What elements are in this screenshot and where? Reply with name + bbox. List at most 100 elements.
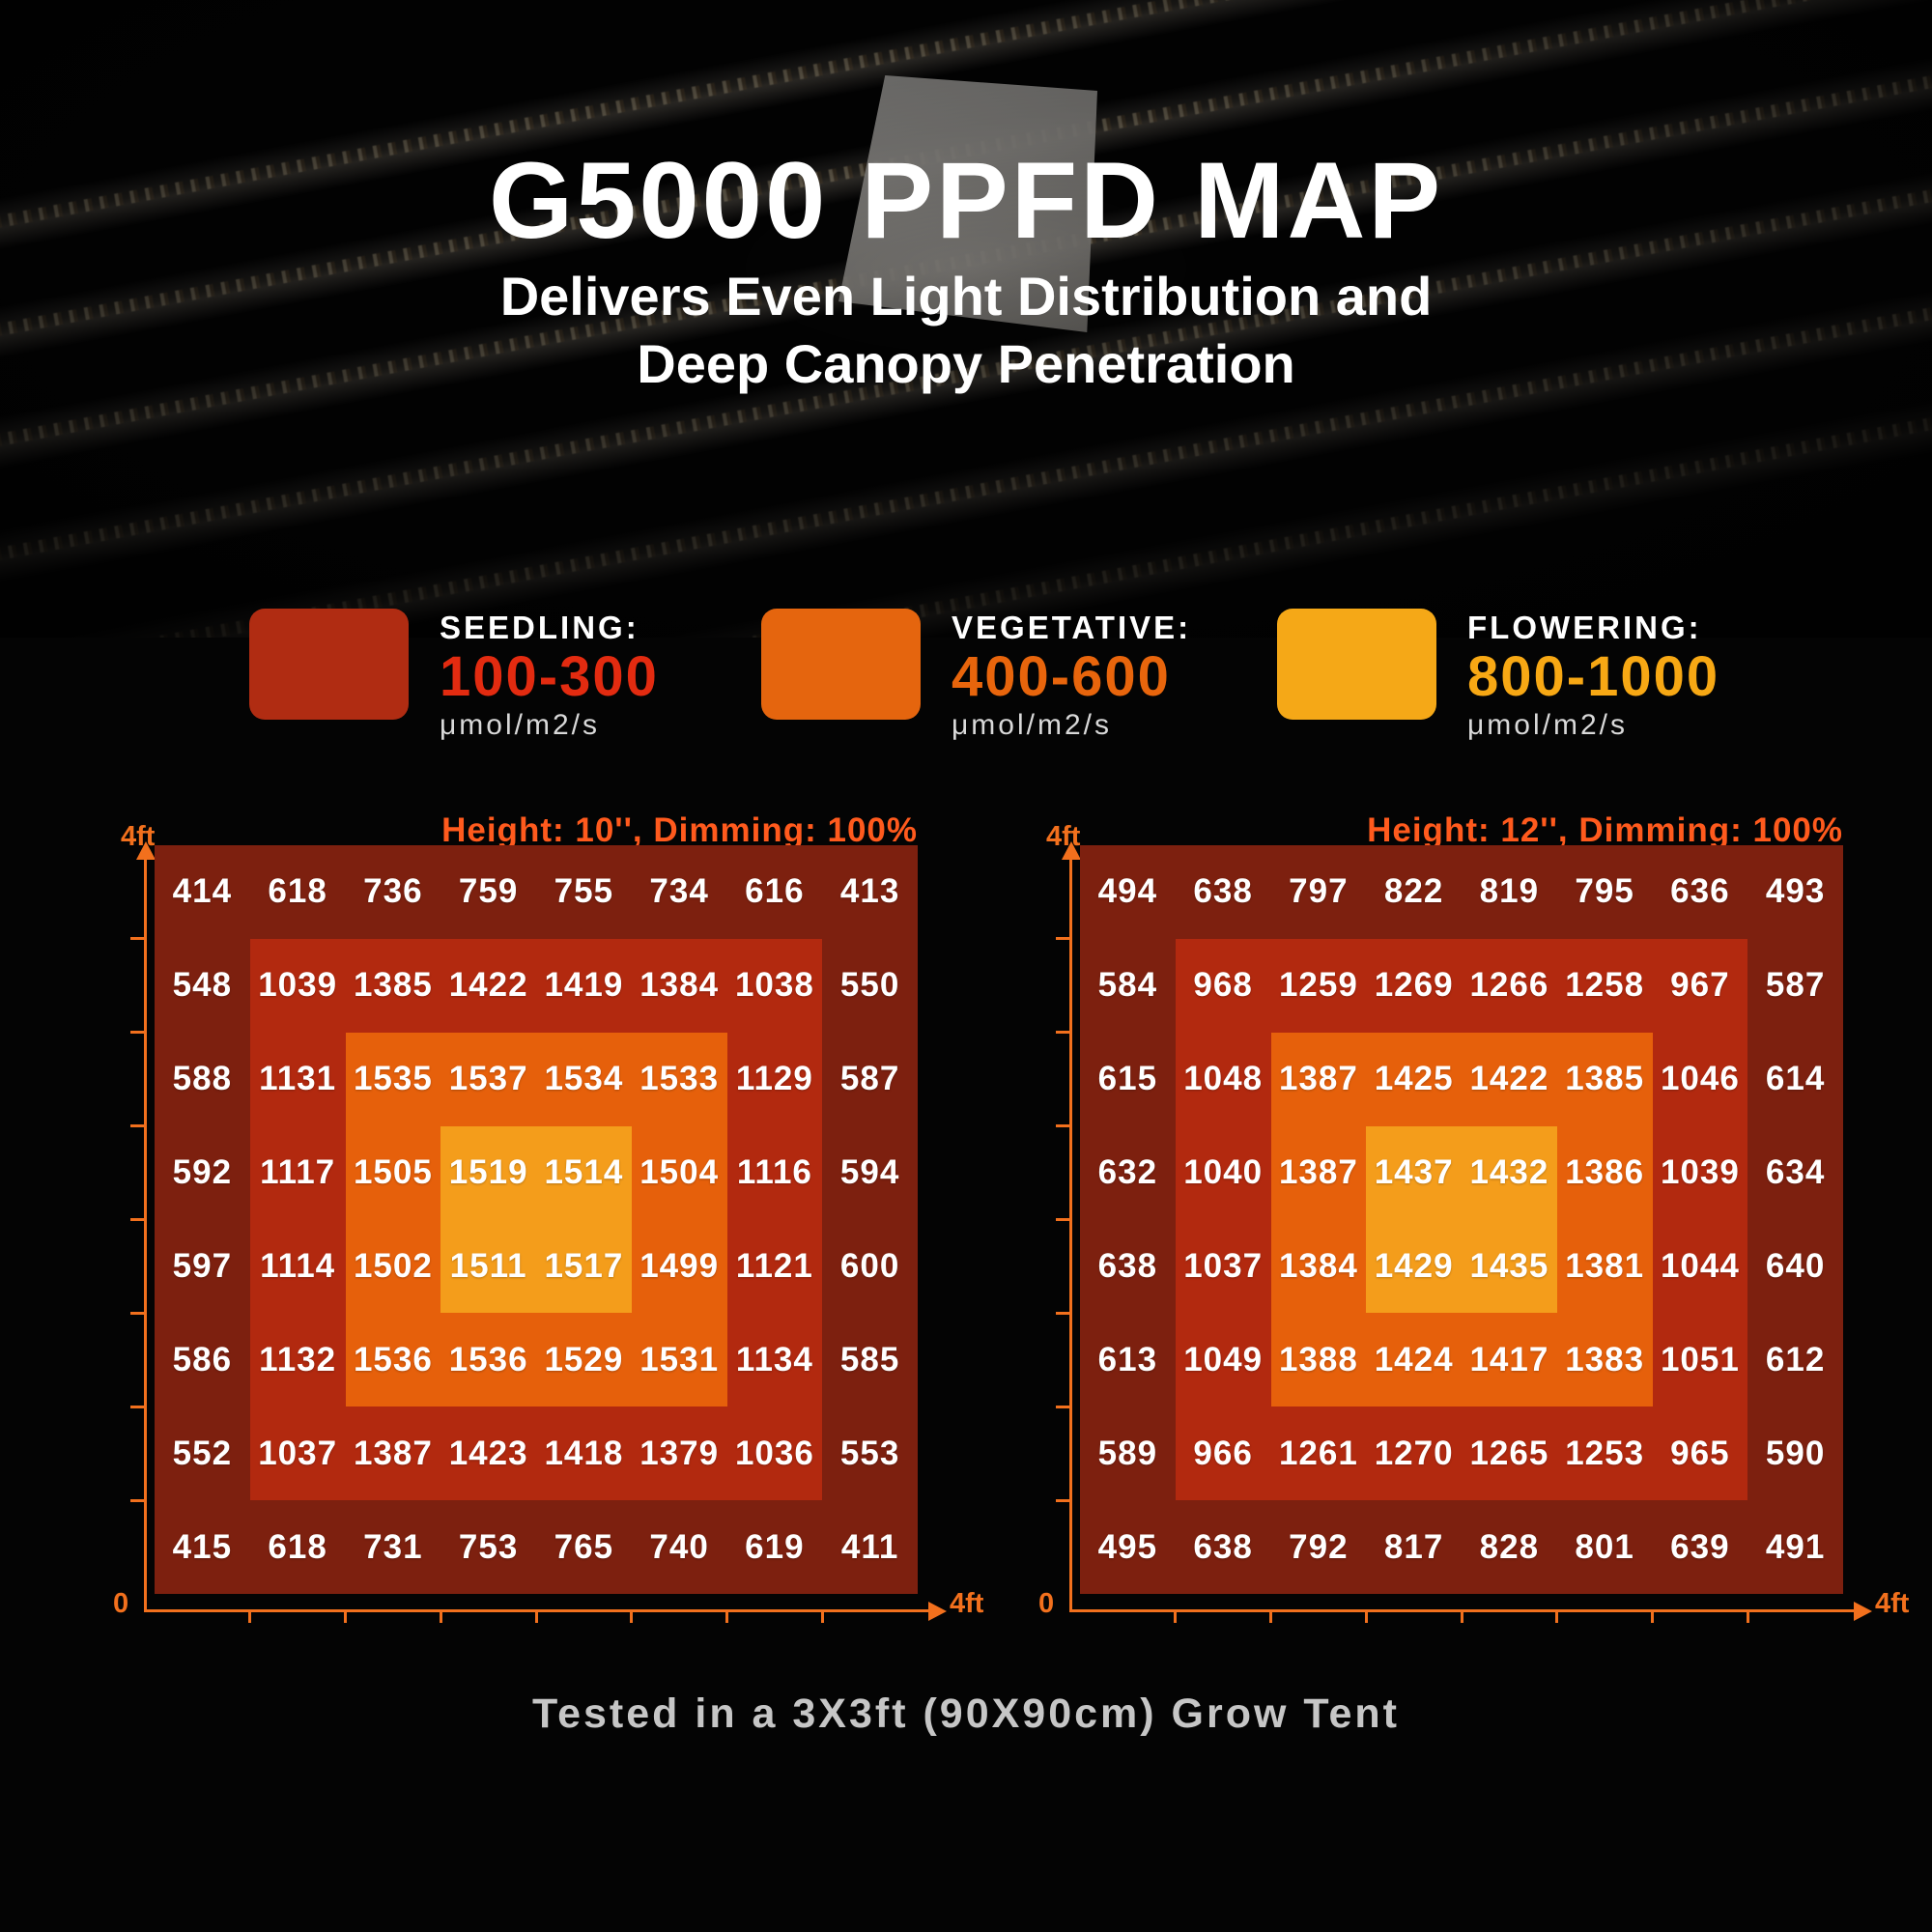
ppfd-cell: 588 bbox=[155, 1032, 250, 1126]
legend-text: VEGETATIVE: 400-600 μmol/m2/s bbox=[952, 609, 1191, 744]
ppfd-cell: 587 bbox=[1747, 938, 1843, 1033]
ppfd-cell: 1517 bbox=[536, 1219, 632, 1314]
ppfd-cell: 589 bbox=[1080, 1406, 1176, 1501]
seedling-color-swatch bbox=[249, 609, 409, 720]
ppfd-cell: 1385 bbox=[1556, 1032, 1653, 1126]
y-axis-arrow-icon bbox=[136, 841, 156, 860]
ppfd-cell: 1529 bbox=[536, 1313, 632, 1407]
ppfd-cell: 1425 bbox=[1366, 1032, 1462, 1126]
ppfd-cell: 638 bbox=[1080, 1219, 1176, 1314]
legend-stage-label: VEGETATIVE: bbox=[952, 610, 1192, 645]
ppfd-cell: 1386 bbox=[1556, 1125, 1653, 1220]
ppfd-cell: 1384 bbox=[1270, 1219, 1367, 1314]
ppfd-cell: 819 bbox=[1462, 845, 1557, 939]
ppfd-cell: 1048 bbox=[1175, 1032, 1271, 1126]
ppfd-cell: 552 bbox=[155, 1406, 250, 1501]
ppfd-cell: 1533 bbox=[631, 1032, 727, 1126]
ppfd-cell: 1040 bbox=[1175, 1125, 1271, 1220]
x-axis-arrow-icon bbox=[1854, 1602, 1872, 1621]
x-axis-tick bbox=[725, 1609, 728, 1623]
x-axis-tick bbox=[1746, 1609, 1749, 1623]
ppfd-cell: 638 bbox=[1175, 1500, 1271, 1594]
x-axis-tick bbox=[1555, 1609, 1559, 1623]
ppfd-cell: 640 bbox=[1747, 1219, 1843, 1314]
ppfd-cell: 600 bbox=[822, 1219, 918, 1314]
ppfd-cell: 493 bbox=[1747, 845, 1843, 939]
x-axis-origin-label: 0 bbox=[1038, 1588, 1055, 1619]
y-axis-line bbox=[144, 860, 147, 1612]
y-axis-tick bbox=[1056, 1124, 1069, 1128]
ppfd-cell: 1129 bbox=[726, 1032, 823, 1126]
ppfd-cell: 1036 bbox=[726, 1406, 823, 1501]
ppfd-cell: 584 bbox=[1080, 938, 1176, 1033]
y-axis-tick bbox=[1056, 1031, 1069, 1035]
y-axis-tick bbox=[130, 1124, 144, 1128]
ppfd-heatmap-grid: 494 638 797 822 819 795 636 493 584 968 1259 1269 12… bbox=[1080, 845, 1843, 1594]
y-axis-tick bbox=[1056, 937, 1069, 941]
ppfd-cell: 1422 bbox=[1462, 1032, 1557, 1126]
ppfd-cell: 1423 bbox=[440, 1406, 536, 1501]
ppfd-cell: 1046 bbox=[1652, 1032, 1748, 1126]
ppfd-cell: 1121 bbox=[726, 1219, 823, 1314]
x-axis-tick bbox=[534, 1609, 538, 1623]
x-axis-tick bbox=[1460, 1609, 1463, 1623]
ppfd-cell: 1379 bbox=[631, 1406, 727, 1501]
ppfd-cell: 1511 bbox=[440, 1219, 536, 1314]
legend-ppfd-range: 100-300 bbox=[440, 645, 659, 708]
x-axis-tick bbox=[1174, 1609, 1178, 1623]
y-axis-tick bbox=[130, 1031, 144, 1035]
ppfd-cell: 1418 bbox=[536, 1406, 632, 1501]
chart-header: Height: 10'', Dimming: 100% bbox=[441, 811, 918, 849]
ppfd-cell: 1131 bbox=[249, 1032, 346, 1126]
ppfd-cell: 638 bbox=[1175, 845, 1271, 939]
ppfd-cell: 1037 bbox=[1175, 1219, 1271, 1314]
ppfd-cell: 1536 bbox=[440, 1313, 536, 1407]
ppfd-cell: 1422 bbox=[440, 938, 536, 1033]
ppfd-cell: 968 bbox=[1175, 938, 1271, 1033]
ppfd-cell: 590 bbox=[1747, 1406, 1843, 1501]
ppfd-cell: 1387 bbox=[1270, 1125, 1367, 1220]
ppfd-cell: 1269 bbox=[1366, 938, 1462, 1033]
ppfd-cell: 587 bbox=[822, 1032, 918, 1126]
ppfd-heatmap-grid: 414 618 736 759 755 734 616 413 548 1039 1385 1422 1… bbox=[155, 845, 918, 1594]
legend-unit: μmol/m2/s bbox=[952, 709, 1112, 741]
subtitle-line-1: Delivers Even Light Distribution and bbox=[499, 266, 1433, 327]
chart-header: Height: 12'', Dimming: 100% bbox=[1367, 811, 1843, 849]
x-axis-max-label: 4ft bbox=[1875, 1588, 1910, 1619]
ppfd-cell: 828 bbox=[1462, 1500, 1557, 1594]
x-axis-tick bbox=[1269, 1609, 1272, 1623]
y-axis-tick bbox=[1056, 1218, 1069, 1221]
ppfd-cell: 613 bbox=[1080, 1313, 1176, 1407]
y-axis-tick bbox=[130, 1311, 144, 1315]
y-axis-tick bbox=[130, 1218, 144, 1221]
ppfd-cell: 548 bbox=[155, 938, 250, 1033]
ppfd-cell: 586 bbox=[155, 1313, 250, 1407]
ppfd-cell: 553 bbox=[822, 1406, 918, 1501]
ppfd-cell: 1429 bbox=[1366, 1219, 1462, 1314]
ppfd-cell: 817 bbox=[1366, 1500, 1462, 1594]
ppfd-cell: 491 bbox=[1747, 1500, 1843, 1594]
ppfd-cell: 1270 bbox=[1366, 1406, 1462, 1501]
y-axis-tick bbox=[1056, 1498, 1069, 1502]
legend-unit: μmol/m2/s bbox=[440, 709, 600, 741]
ppfd-cell: 1384 bbox=[631, 938, 727, 1033]
ppfd-cell: 1134 bbox=[726, 1313, 823, 1407]
ppfd-cell: 415 bbox=[155, 1500, 250, 1594]
ppfd-cell: 1044 bbox=[1652, 1219, 1748, 1314]
x-axis-tick bbox=[820, 1609, 824, 1623]
ppfd-cell: 1258 bbox=[1556, 938, 1653, 1033]
ppfd-cell: 1266 bbox=[1462, 938, 1557, 1033]
x-axis-tick bbox=[630, 1609, 634, 1623]
ppfd-cell: 801 bbox=[1556, 1500, 1653, 1594]
ppfd-cell: 1419 bbox=[536, 938, 632, 1033]
ppfd-cell: 634 bbox=[1747, 1125, 1843, 1220]
ppfd-cell: 618 bbox=[249, 1500, 346, 1594]
ppfd-legend: SEEDLING: 100-300 μmol/m2/s VEGETATIVE: 400-… bbox=[0, 609, 1932, 773]
legend-text: FLOWERING: 800-1000 μmol/m2/s bbox=[1467, 609, 1719, 744]
page-title: G5000 PPFD MAP bbox=[488, 140, 1444, 261]
ppfd-cell: 1253 bbox=[1556, 1406, 1653, 1501]
ppfd-cell: 1504 bbox=[631, 1125, 727, 1220]
ppfd-cell: 1435 bbox=[1462, 1219, 1557, 1314]
ppfd-cell: 413 bbox=[822, 845, 918, 939]
